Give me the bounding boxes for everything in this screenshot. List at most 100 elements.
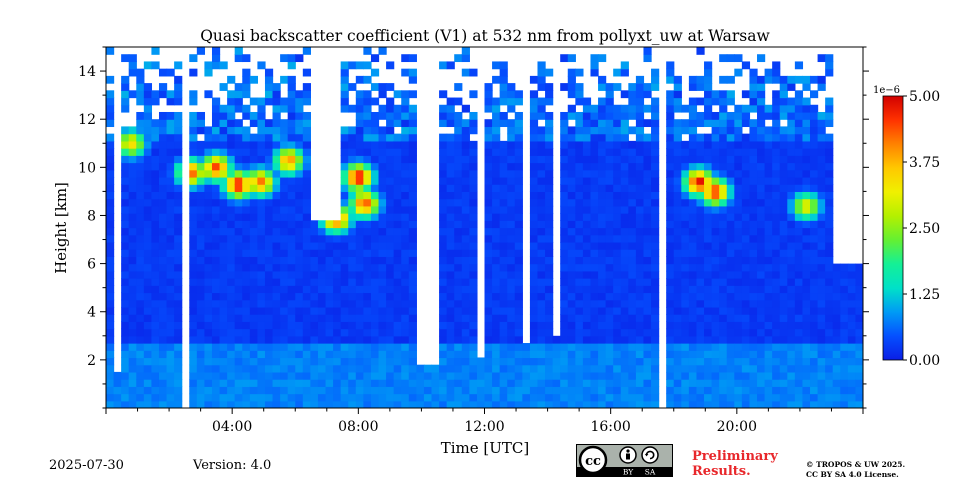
heatmap-cell [151,335,160,344]
heatmap-cell [158,328,168,337]
heatmap-cell [681,263,690,272]
heatmap-cell [787,350,796,359]
heatmap-cell [257,162,266,171]
heatmap-cell [408,241,417,250]
heatmap-cell [673,119,682,128]
heatmap-cell [537,133,546,142]
heatmap-cell [575,83,584,91]
heatmap-cell [249,169,258,178]
heatmap-cell [446,364,455,373]
heatmap-cell [476,386,486,395]
heatmap-cell [628,263,637,272]
heatmap-cell [189,241,198,250]
heatmap-cell [560,292,569,301]
heatmap-cell [741,306,751,315]
heatmap-cell [726,176,735,185]
heatmap-cell [408,314,417,322]
heatmap-cell [143,285,153,294]
heatmap-cell [779,83,788,91]
heatmap-cell [651,176,660,185]
heatmap-cell [673,386,682,395]
heatmap-cell [295,299,304,308]
heatmap-cell [227,184,236,192]
heatmap-cell [174,126,183,135]
heatmap-cell [370,292,380,301]
heatmap-cell [227,386,236,395]
heatmap-cell [582,205,592,214]
heatmap-cell [461,119,470,128]
heatmap-cell [249,357,258,366]
heatmap-cell [340,104,349,113]
heatmap-cell [507,205,516,214]
heatmap-cell [696,227,705,236]
heatmap-cell [802,299,811,308]
heatmap-cell [651,75,660,84]
heatmap-cell [719,241,728,250]
heatmap-cell [605,314,614,322]
heatmap-cell [280,371,289,380]
heatmap-cell [234,256,243,265]
heatmap-cell [681,306,690,315]
heatmap-cell [242,191,251,200]
heatmap-cell [560,140,569,149]
heatmap-cell [794,133,804,142]
heatmap-cell [605,104,614,113]
heatmap-cell [370,140,380,149]
heatmap-cell [439,111,448,120]
x-tick-label: 04:00 [212,419,252,435]
heatmap-cell [499,285,508,294]
heatmap-cell [499,184,508,192]
heatmap-cell [408,162,417,171]
heatmap-cell [287,357,296,366]
heatmap-cell [302,162,311,171]
heatmap-cell [257,400,266,408]
heatmap-cell [802,270,811,279]
heatmap-cell [355,119,364,128]
heatmap-cell [151,119,160,128]
heatmap-cell [151,357,160,366]
heatmap-cell [469,249,478,257]
heatmap-cell [340,184,349,192]
heatmap-cell [847,314,857,322]
heatmap-cell [772,285,781,294]
heatmap-cell [204,306,213,315]
heatmap-cell [469,234,478,243]
heatmap-cell [605,256,614,265]
heatmap-cell [666,90,675,99]
heatmap-cell [333,263,342,272]
heatmap-cell [234,306,243,315]
heatmap-cell [264,176,274,185]
heatmap-cell [734,184,743,192]
heatmap-cell [386,292,395,301]
heatmap-cell [272,97,281,106]
heatmap-cell [386,357,395,366]
heatmap-cell [560,328,569,337]
heatmap-cell [355,133,364,142]
heatmap-cell [302,306,311,315]
heatmap-cell [166,292,175,301]
heatmap-cell [529,379,539,387]
heatmap-cell [605,263,614,272]
heatmap-cell [635,292,645,301]
heatmap-cell [734,68,743,77]
heatmap-cell [726,314,735,322]
heatmap-cell [340,148,349,156]
heatmap-cell [817,198,826,207]
heatmap-cell [651,140,660,149]
heatmap-cell [370,314,380,322]
heatmap-cell [121,162,130,171]
heatmap-cell [673,75,682,84]
heatmap-cell [726,241,735,250]
heatmap-cell [772,61,781,70]
heatmap-cell [469,386,478,395]
heatmap-cell [613,278,622,286]
heatmap-cell [106,227,115,236]
heatmap-cell [121,148,130,156]
heatmap-cell [711,386,720,395]
heatmap-cell [257,220,266,229]
heatmap-cell [613,68,622,77]
heatmap-cell [726,119,735,128]
heatmap-cell [825,328,834,337]
heatmap-cell [257,278,266,286]
heatmap-cell [408,220,417,229]
